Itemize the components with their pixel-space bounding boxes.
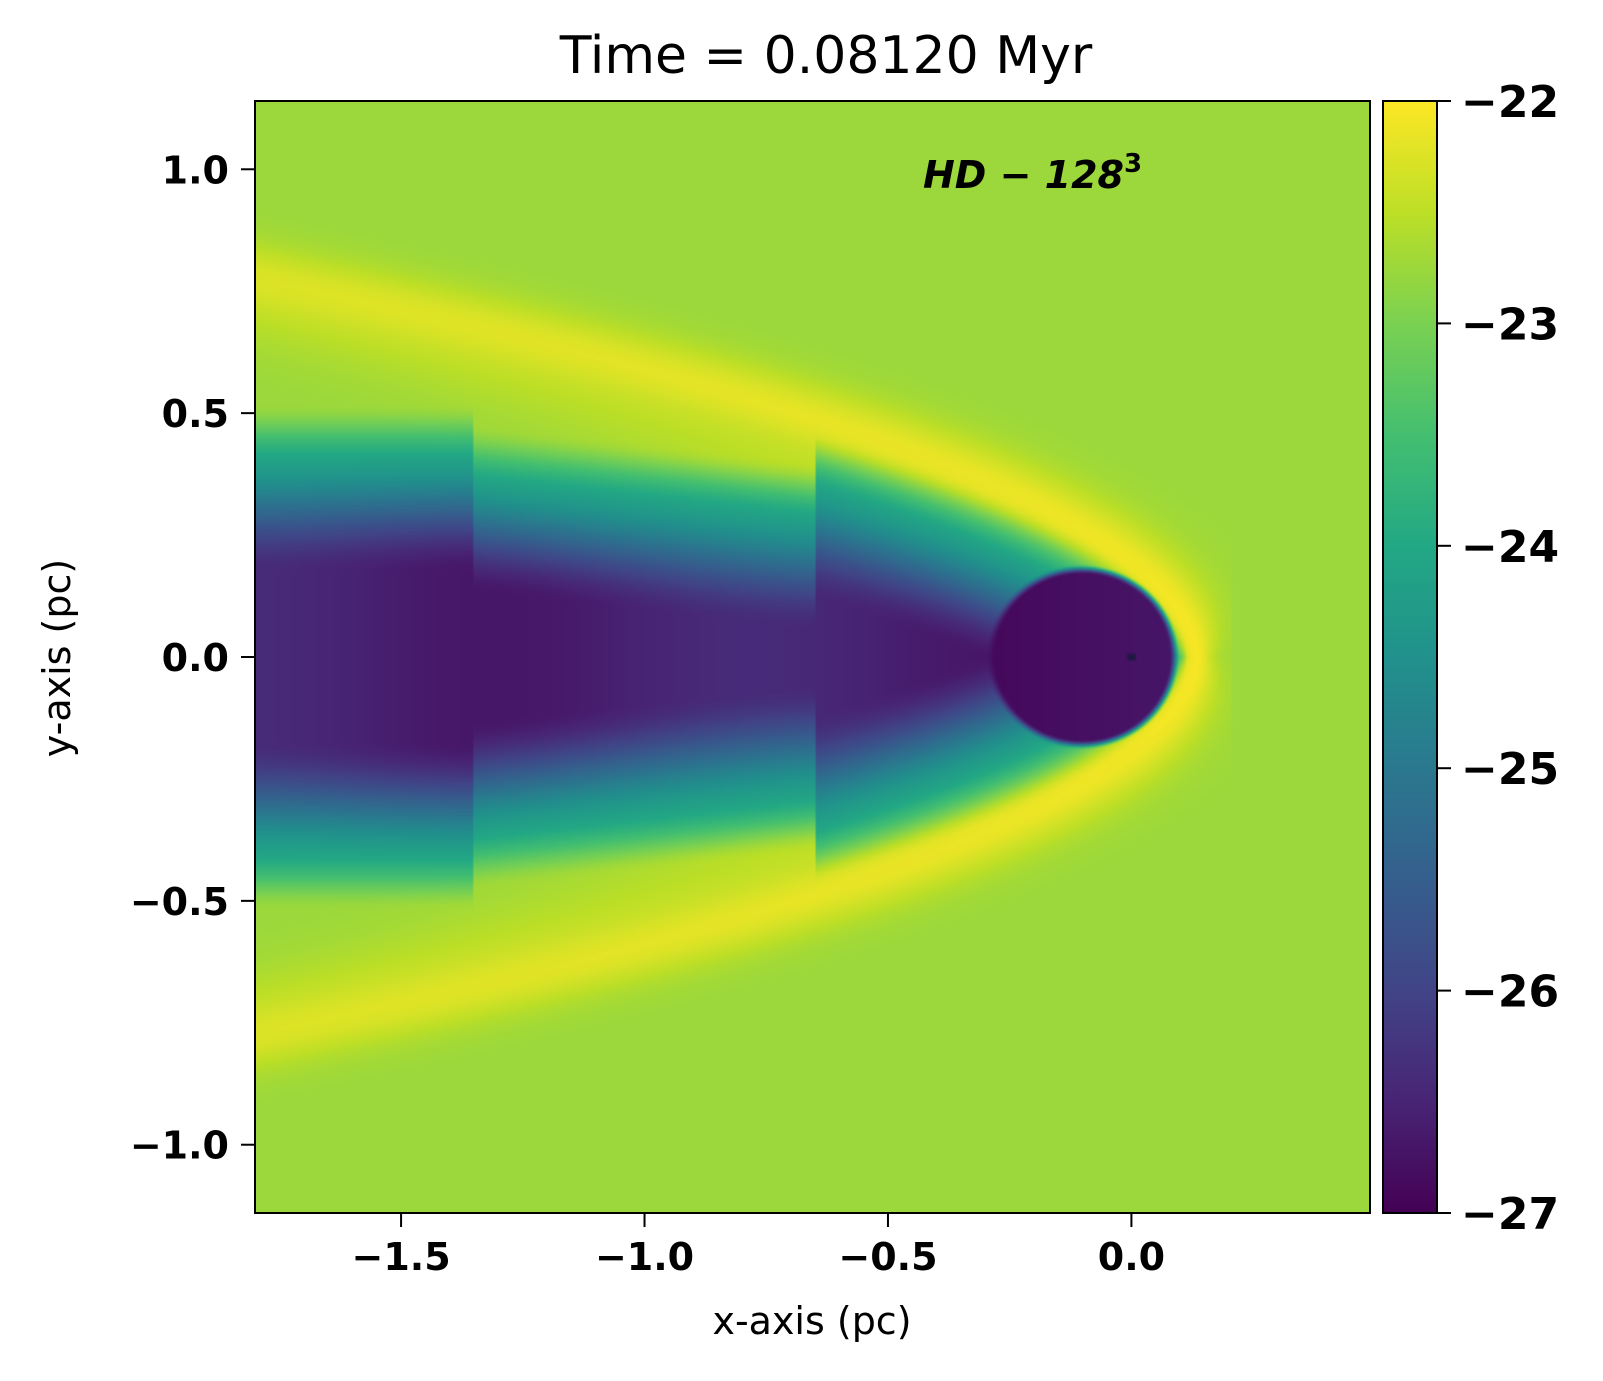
- y-tick-label: 0.0: [162, 636, 229, 680]
- y-axis-label: y-axis (pc): [35, 559, 79, 757]
- colorbar-tick-label: −22: [1461, 77, 1559, 128]
- y-axis-ticks: 1.0 0.5 0.0 −0.5 −1.0: [130, 148, 255, 1168]
- y-tick-label: 1.0: [162, 148, 229, 192]
- x-tick-label: 0.0: [1098, 1235, 1165, 1279]
- colorbar-tick-label: −26: [1461, 967, 1559, 1018]
- model-label: HD − 1283: [923, 149, 1142, 197]
- colorbar-gradient: [1382, 100, 1438, 1214]
- x-tick-label: −1.0: [595, 1235, 694, 1279]
- x-axis-ticks: −1.5 −1.0 −0.5 0.0: [351, 1213, 1165, 1279]
- colorbar: −22 −23 −24 −25 −26 −27: [1382, 77, 1559, 1240]
- colorbar-tick-label: −25: [1461, 744, 1559, 795]
- x-tick-label: −0.5: [838, 1235, 937, 1279]
- x-tick-label: −1.5: [351, 1235, 450, 1279]
- density-heatmap: [255, 101, 1370, 1213]
- colorbar-ticks: −22 −23 −24 −25 −26 −27: [1437, 77, 1559, 1240]
- x-axis-label: x-axis (pc): [712, 1299, 911, 1343]
- y-tick-label: −1.0: [130, 1124, 229, 1168]
- colorbar-tick-label: −23: [1461, 299, 1559, 350]
- colorbar-tick-label: −27: [1461, 1189, 1559, 1240]
- colorbar-tick-label: −24: [1461, 522, 1559, 573]
- model-label-superscript: 3: [1124, 149, 1142, 179]
- svg-text:HD − 1283: HD − 1283: [923, 149, 1142, 197]
- chart-title: Time = 0.08120 Myr: [559, 26, 1093, 86]
- model-label-main: HD − 128: [923, 153, 1124, 197]
- y-tick-label: −0.5: [130, 880, 229, 924]
- y-tick-label: 0.5: [162, 392, 229, 436]
- plot-area: [254, 100, 1371, 1214]
